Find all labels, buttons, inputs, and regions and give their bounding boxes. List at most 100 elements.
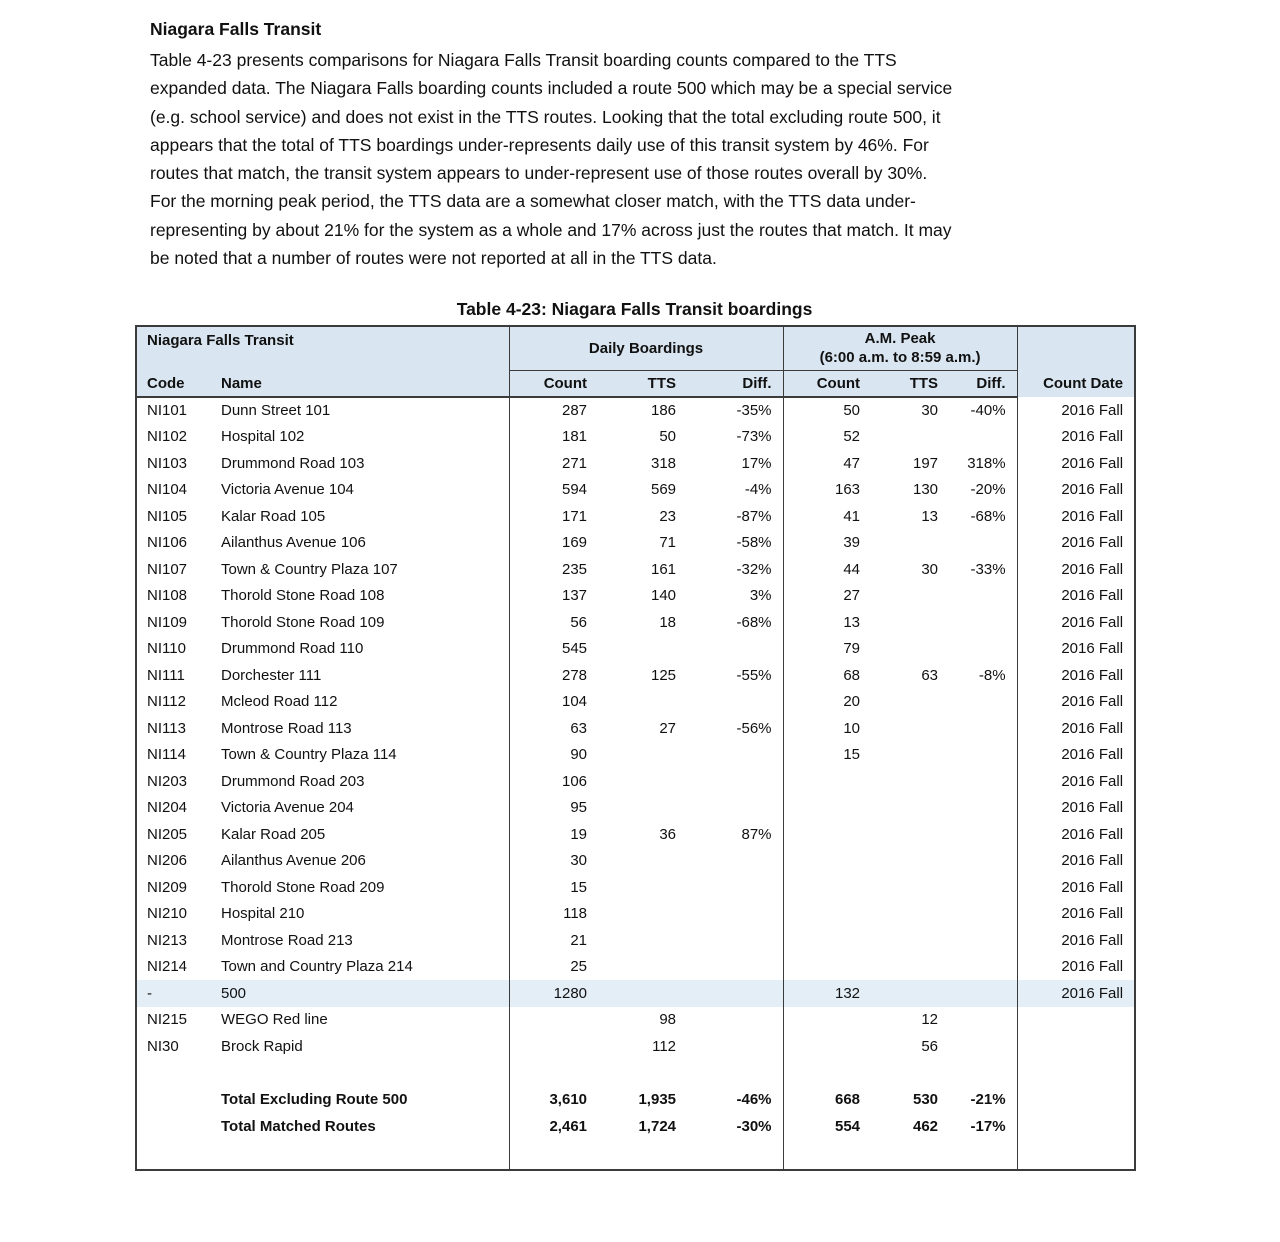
paragraph-line: expanded data. The Niagara Falls boardin… <box>150 78 953 99</box>
am-tts <box>871 901 949 928</box>
paragraph-line: be noted that a number of routes were no… <box>150 248 717 269</box>
am-count <box>782 847 872 874</box>
table-row: NI209 Thorold Stone Road 209 15 2016 Fall <box>136 874 1136 901</box>
am-count: 668 <box>782 1086 872 1113</box>
am-count: 15 <box>782 741 872 768</box>
am-tts: 63 <box>921 666 939 684</box>
header-am-tts: TTS <box>871 370 950 398</box>
daily-tts: 36 <box>659 825 677 843</box>
count-date: 2016 Fall <box>1016 635 1136 662</box>
paragraph-line: Table 4-23 presents comparisons for Niag… <box>150 50 897 70</box>
am-tts: 30 <box>921 560 939 578</box>
am-count: 554 <box>782 1113 872 1140</box>
daily-diff <box>687 954 783 981</box>
total-row: Total Matched Routes 2,461 1,724 -30% 554 462… <box>136 1113 1136 1140</box>
route-name: Montrose Road 213 <box>221 931 353 949</box>
route-name: Thorold Stone Road 108 <box>221 587 385 605</box>
count-date <box>1016 1059 1136 1087</box>
route-name: Hospital 210 <box>221 905 305 923</box>
daily-count: 137 <box>508 582 599 609</box>
daily-diff <box>687 874 783 901</box>
daily-count: 95 <box>508 794 599 821</box>
daily-tts <box>598 874 687 901</box>
am-diff <box>949 530 1017 557</box>
route-code <box>136 1060 212 1087</box>
count-date: 2016 Fall <box>1016 980 1136 1007</box>
am-count: 27 <box>782 582 872 609</box>
route-code: NI114 <box>147 746 186 764</box>
am-count: 52 <box>782 423 872 450</box>
route-code: NI30 <box>147 1037 179 1055</box>
route-name: Total Matched Routes <box>221 1117 376 1135</box>
route-code: - <box>136 980 212 1007</box>
daily-tts: 125 <box>650 666 677 684</box>
daily-count: 56 <box>508 609 599 636</box>
daily-diff <box>687 636 783 663</box>
route-name <box>212 1140 509 1170</box>
am-count <box>782 794 872 821</box>
am-count <box>782 768 872 795</box>
am-tts <box>871 874 949 901</box>
daily-count: 171 <box>508 503 599 530</box>
am-diff <box>949 689 1017 716</box>
am-count <box>782 821 872 848</box>
table-row: NI102 Hospital 102 181 50 -73% 52 2016 Fall <box>136 423 1136 451</box>
am-tts <box>871 768 949 795</box>
route-code: NI214 <box>147 958 188 976</box>
am-diff <box>949 583 1017 610</box>
count-date: 2016 Fall <box>1016 768 1136 795</box>
daily-count: 271 <box>508 450 599 477</box>
am-tts: 197 <box>913 454 939 472</box>
daily-diff: -30% <box>736 1117 772 1135</box>
route-code: NI107 <box>147 560 188 578</box>
route-name: Ailanthus Avenue 106 <box>221 534 366 552</box>
route-code: NI103 <box>147 454 188 472</box>
daily-count: 2,461 <box>508 1113 599 1140</box>
table-row: NI111 Dorchester 111 278 125 -55% 68 63 -8% 2016… <box>136 662 1136 689</box>
route-code: NI205 <box>147 825 188 843</box>
route-name: Drummond Road 203 <box>221 772 365 790</box>
route-name: Ailanthus Avenue 206 <box>221 852 366 870</box>
route-code: NI206 <box>147 852 188 870</box>
am-tts <box>871 927 949 954</box>
count-date: 2016 Fall <box>1016 794 1136 821</box>
count-date <box>1016 1139 1136 1170</box>
daily-diff: -73% <box>736 428 772 446</box>
count-date: 2016 Fall <box>1016 397 1136 424</box>
am-diff: -17% <box>970 1117 1006 1135</box>
route-name: Thorold Stone Road 109 <box>221 613 385 631</box>
route-name: Kalar Road 205 <box>221 825 326 843</box>
table-subheader-row: Code Name Count TTS Diff. Count TTS Diff… <box>136 370 1135 398</box>
am-count <box>782 900 872 927</box>
daily-tts: 27 <box>659 719 677 737</box>
count-date: 2016 Fall <box>1016 662 1136 689</box>
am-tts <box>871 742 949 769</box>
route-code: NI113 <box>147 719 186 737</box>
paragraph-line: representing by about 21% for the system… <box>150 219 952 240</box>
daily-tts: 140 <box>650 587 677 605</box>
am-tts <box>871 636 949 663</box>
am-tts <box>871 1140 949 1170</box>
route-name: Town and Country Plaza 214 <box>221 958 413 976</box>
am-count: 132 <box>782 980 872 1007</box>
daily-diff <box>687 768 783 795</box>
daily-count <box>508 1139 599 1170</box>
am-diff <box>949 768 1017 795</box>
count-date <box>1016 1033 1136 1060</box>
am-diff <box>949 1033 1017 1060</box>
daily-count: 278 <box>508 662 599 689</box>
daily-tts: 318 <box>650 454 677 472</box>
daily-diff: -35% <box>736 402 772 420</box>
daily-count: 15 <box>508 874 599 901</box>
daily-tts <box>598 980 688 1007</box>
am-tts <box>871 424 949 451</box>
total-row: Total Excluding Route 500 3,610 1,935 -46% 6… <box>136 1086 1136 1113</box>
daily-diff: -68% <box>736 613 772 631</box>
table-row: NI101 Dunn Street 101 287 186 -35% 50 30 -40% 20… <box>136 397 1136 424</box>
daily-tts <box>598 689 687 716</box>
am-count: 10 <box>782 715 872 742</box>
daily-diff: -87% <box>736 507 772 525</box>
table-row: NI104 Victoria Avenue 104 594 569 -4% 163 130 -… <box>136 476 1136 503</box>
route-code: NI215 <box>147 1011 188 1029</box>
filler-row <box>136 1139 1136 1170</box>
